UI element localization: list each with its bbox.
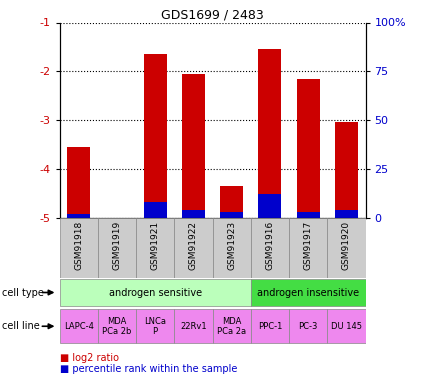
Bar <box>182 210 205 218</box>
Bar <box>297 211 320 217</box>
Bar <box>67 147 90 218</box>
Bar <box>212 309 251 343</box>
Bar <box>212 217 251 278</box>
Text: GSM91918: GSM91918 <box>74 220 83 270</box>
Text: androgen insensitive: androgen insensitive <box>257 288 359 297</box>
Bar <box>289 309 327 343</box>
Bar <box>258 50 281 217</box>
Bar <box>220 211 243 217</box>
Text: DU 145: DU 145 <box>331 322 362 331</box>
Text: PPC-1: PPC-1 <box>258 322 282 331</box>
Text: GSM91923: GSM91923 <box>227 220 236 270</box>
Text: LNCa
P: LNCa P <box>144 316 166 336</box>
Bar <box>174 309 212 343</box>
Title: GDS1699 / 2483: GDS1699 / 2483 <box>161 8 264 21</box>
Text: PC-3: PC-3 <box>298 322 318 331</box>
Bar <box>144 54 167 217</box>
Text: cell type: cell type <box>2 288 44 297</box>
Bar <box>251 309 289 343</box>
Text: GSM91916: GSM91916 <box>265 220 275 270</box>
Bar <box>136 309 174 343</box>
Text: MDA
PCa 2b: MDA PCa 2b <box>102 316 132 336</box>
Bar <box>258 194 281 217</box>
Bar <box>251 279 366 306</box>
Text: LAPC-4: LAPC-4 <box>64 322 94 331</box>
Bar <box>182 74 205 217</box>
Text: GSM91917: GSM91917 <box>303 220 313 270</box>
Text: GSM91921: GSM91921 <box>150 220 160 270</box>
Text: 22Rv1: 22Rv1 <box>180 322 207 331</box>
Text: MDA
PCa 2a: MDA PCa 2a <box>217 316 246 336</box>
Bar <box>98 309 136 343</box>
Text: GSM91922: GSM91922 <box>189 220 198 270</box>
Bar <box>251 217 289 278</box>
Bar <box>335 122 358 218</box>
Bar <box>289 217 327 278</box>
Text: GSM91920: GSM91920 <box>342 220 351 270</box>
Bar <box>335 210 358 218</box>
Text: cell line: cell line <box>2 321 40 331</box>
Bar <box>174 217 212 278</box>
Bar <box>60 309 98 343</box>
Bar <box>136 217 174 278</box>
Text: ■ percentile rank within the sample: ■ percentile rank within the sample <box>60 364 237 374</box>
Bar <box>220 186 243 218</box>
Bar <box>144 202 167 217</box>
Text: GSM91919: GSM91919 <box>112 220 122 270</box>
Bar <box>67 214 90 217</box>
Bar <box>98 217 136 278</box>
Text: ■ log2 ratio: ■ log2 ratio <box>60 353 119 363</box>
Text: androgen sensitive: androgen sensitive <box>108 288 202 297</box>
Bar <box>297 79 320 218</box>
Bar <box>60 217 98 278</box>
Bar <box>60 279 251 306</box>
Bar <box>327 309 366 343</box>
Bar <box>327 217 366 278</box>
